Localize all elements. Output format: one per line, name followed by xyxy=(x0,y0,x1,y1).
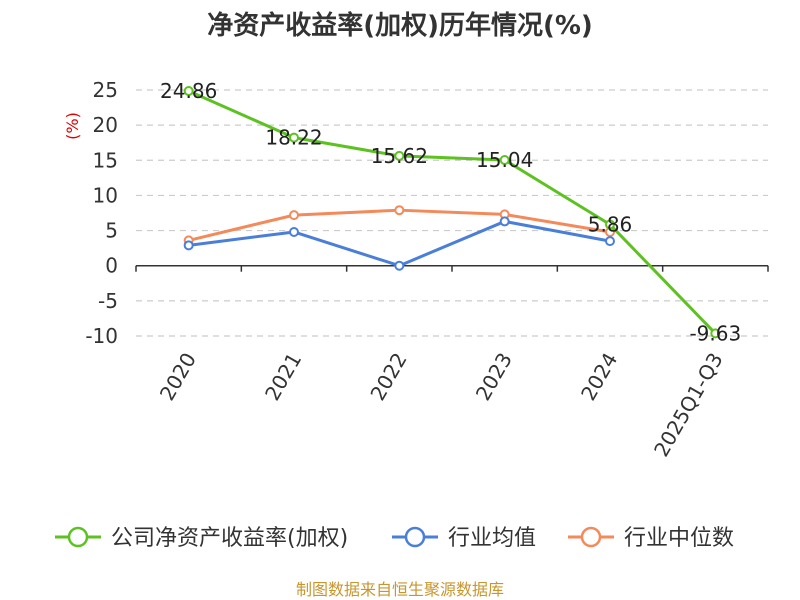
data-label: 18.22 xyxy=(265,126,322,150)
series-point-2 xyxy=(289,210,299,221)
x-tick-labels: 2020 2021 2022 2023 2024 2025Q1-Q3 xyxy=(155,349,728,461)
x-axis xyxy=(135,264,769,272)
legend: 公司净资产收益率(加权) 行业均值 行业中位数 xyxy=(55,526,734,551)
y-tick-label: 0 xyxy=(105,254,118,278)
series-point-0 xyxy=(183,85,194,96)
y-tick-label: 10 xyxy=(93,183,118,207)
y-tick-label: 15 xyxy=(93,148,118,172)
y-tick-label: 25 xyxy=(93,78,118,102)
legend-swatch-marker xyxy=(404,526,426,548)
data-label: 24.86 xyxy=(160,79,217,103)
legend-swatch-marker xyxy=(580,526,602,548)
series-point-1 xyxy=(499,216,510,227)
y-tick-labels: 25 20 15 10 5 0 -5 -10 xyxy=(85,78,118,348)
x-tick-label: 2023 xyxy=(471,349,517,405)
series-point-1 xyxy=(289,226,299,237)
data-labels: 24.86 18.22 15.62 15.04 5.86 -9.63 xyxy=(160,79,741,345)
legend-label: 公司净资产收益率(加权) xyxy=(111,526,348,551)
data-label: 15.62 xyxy=(371,144,428,168)
x-tick-label: 2024 xyxy=(576,349,622,405)
data-label: 15.04 xyxy=(476,148,533,172)
data-label: 5.86 xyxy=(588,213,633,237)
data-label: -9.63 xyxy=(689,321,741,345)
x-tick-label: 2020 xyxy=(155,349,201,405)
y-tick-label: -10 xyxy=(85,324,118,348)
legend-label: 行业中位数 xyxy=(624,526,734,551)
series-point-1 xyxy=(394,260,405,271)
legend-label: 行业均值 xyxy=(448,526,536,551)
series-point-0 xyxy=(394,150,405,161)
series-line-0 xyxy=(188,89,717,335)
y-tick-label: 20 xyxy=(93,113,118,137)
series-point-2 xyxy=(394,205,405,216)
series-point-0 xyxy=(499,155,510,166)
series-point-1 xyxy=(605,236,615,247)
x-tick-label: 2025Q1-Q3 xyxy=(649,349,728,461)
series-point-1 xyxy=(183,240,194,251)
chart-title: 净资产收益率(加权)历年情况(%) xyxy=(207,10,593,41)
series-point-0 xyxy=(289,132,299,143)
legend-swatch-marker xyxy=(67,526,89,548)
y-tick-label: 5 xyxy=(105,219,118,243)
y-tick-label: -5 xyxy=(98,289,118,313)
series-point-0 xyxy=(710,328,721,339)
footer-source: 制图数据来自恒生聚源数据库 xyxy=(296,580,504,599)
series-point-0 xyxy=(605,219,615,230)
series-line-1 xyxy=(188,219,611,268)
y-unit-label: (%) xyxy=(63,112,82,140)
x-tick-label: 2022 xyxy=(365,349,411,405)
series-lines xyxy=(183,85,721,339)
x-tick-label: 2021 xyxy=(260,349,306,405)
